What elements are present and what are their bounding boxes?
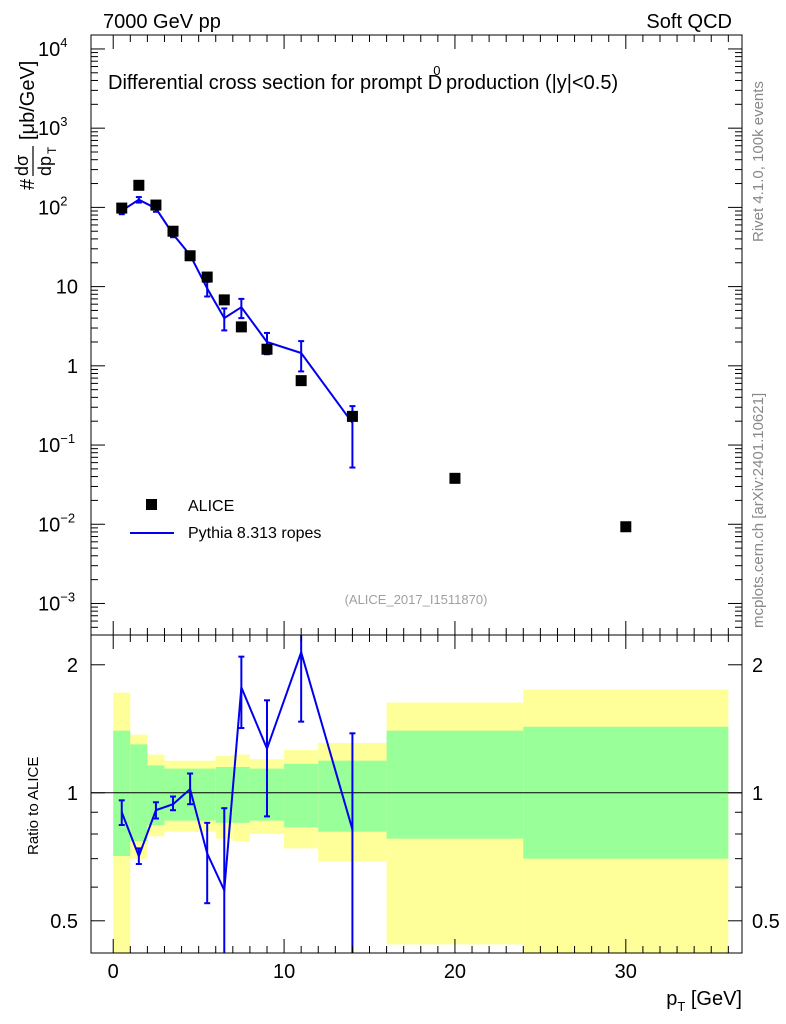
alice-point	[150, 199, 162, 211]
alice-point	[218, 294, 230, 306]
ylabel-unit: [μb/GeV]	[17, 61, 39, 140]
x-axis-label: pT [GeV]	[666, 988, 742, 1014]
top-y-axis-label: # dσ dp T [μb/GeV]	[12, 61, 59, 190]
tick-exp: −3	[60, 589, 75, 604]
x-tick-label: 10	[273, 961, 295, 983]
alice-point	[167, 225, 179, 237]
ratio-y-axis-label: Ratio to ALICE	[25, 757, 42, 855]
ratio-y-tick-label-right: 2	[752, 655, 763, 677]
top-y-tick-label: 10−3	[38, 589, 75, 615]
top-y-tick-label: 10	[56, 277, 78, 299]
top-series	[116, 179, 632, 533]
alice-point	[449, 472, 461, 484]
ratio-axis-ticks	[91, 635, 742, 953]
ratio-band-green	[164, 768, 182, 821]
top-axis-ticks	[91, 35, 742, 636]
tick-base: 10	[38, 39, 60, 61]
tick-base: 10	[38, 593, 60, 615]
x-tick-label: 30	[615, 961, 637, 983]
top-y-tick-label: 104	[38, 35, 67, 61]
legend-label-pythia: Pythia 8.313 ropes	[188, 525, 321, 542]
xlabel-p: p	[666, 988, 677, 1010]
top-y-tick-label: 10−1	[38, 431, 75, 457]
tick-exp: −1	[60, 431, 75, 446]
top-frame	[90, 34, 743, 636]
alice-point	[261, 343, 273, 355]
tick-base: 10	[38, 514, 60, 536]
top-y-tick-label: 10−2	[38, 510, 75, 536]
ylabel-den: dp	[35, 156, 55, 176]
rivet-label: Rivet 4.1.0, 100k events	[750, 81, 767, 242]
ratio-y-tick-label-right: 1	[752, 783, 763, 805]
header-left: 7000 GeV pp	[103, 11, 221, 33]
ratio-frame	[90, 634, 743, 954]
tick-exp: 4	[60, 35, 67, 50]
ratio-x-tick-labels: 0 10 20 30	[108, 961, 637, 983]
ratio-band-green	[215, 766, 233, 823]
legend: ALICE Pythia 8.313 ropes	[130, 498, 321, 542]
tick-exp: 2	[60, 193, 67, 208]
tick-base: 10	[38, 118, 60, 140]
alice-point	[235, 321, 247, 333]
chart-title-suffix: production (|y|<0.5)	[440, 72, 618, 94]
ratio-band-green	[386, 730, 524, 839]
header-right: Soft QCD	[646, 11, 732, 33]
analysis-tag: (ALICE_2017_I1511870)	[345, 592, 488, 607]
chart-title-sup: 0	[433, 63, 440, 78]
ratio-band-green	[147, 765, 165, 825]
tick-exp: 3	[60, 114, 67, 129]
ratio-y-tick-label: 2	[67, 655, 78, 677]
tick-base: 1	[67, 356, 78, 378]
ratio-y-tick-label: 1	[67, 783, 78, 805]
alice-point	[346, 410, 358, 422]
xlabel-sub: T	[677, 999, 685, 1014]
chart-title: Differential cross section for prompt D0…	[108, 63, 618, 94]
tick-base: 10	[56, 277, 78, 299]
ratio-band-green	[284, 763, 319, 828]
alice-point	[116, 202, 128, 214]
ylabel-num: dσ	[12, 155, 32, 176]
legend-label-alice: ALICE	[188, 498, 234, 515]
tick-base: 10	[38, 435, 60, 457]
tick-base: 10	[38, 197, 60, 219]
ratio-series	[118, 635, 356, 953]
alice-point	[620, 521, 632, 533]
ratio-band-green	[232, 766, 250, 823]
xlabel-unit: [GeV]	[685, 988, 742, 1010]
chart-title-main: Differential cross section for prompt D	[108, 72, 442, 94]
top-y-tick-label: 103	[38, 114, 67, 140]
x-tick-label: 20	[444, 961, 466, 983]
alice-point	[133, 179, 145, 191]
ratio-y-tick-labels: 0.5 0.5 1 1 2 2	[50, 655, 780, 933]
top-y-tick-label: 1	[67, 356, 78, 378]
ratio-band-green	[198, 768, 216, 821]
alice-point	[184, 250, 196, 262]
ratio-band-green	[113, 730, 131, 857]
ratio-y-tick-label-right: 0.5	[752, 911, 780, 933]
ylabel-hash: #	[17, 178, 39, 190]
alice-point	[201, 271, 213, 283]
ratio-bands	[113, 689, 729, 953]
legend-marker-alice	[146, 499, 157, 510]
tick-exp: −2	[60, 510, 75, 525]
mcplots-label: mcplots.cern.ch [arXiv:2401.10621]	[750, 393, 767, 628]
top-y-tick-label: 102	[38, 193, 67, 219]
x-tick-label: 0	[108, 961, 119, 983]
ratio-line	[120, 649, 354, 895]
ratio-y-tick-label: 0.5	[50, 911, 78, 933]
alice-point	[295, 375, 307, 387]
ylabel-den-sub: T	[45, 146, 59, 154]
pythia-line	[121, 198, 354, 424]
